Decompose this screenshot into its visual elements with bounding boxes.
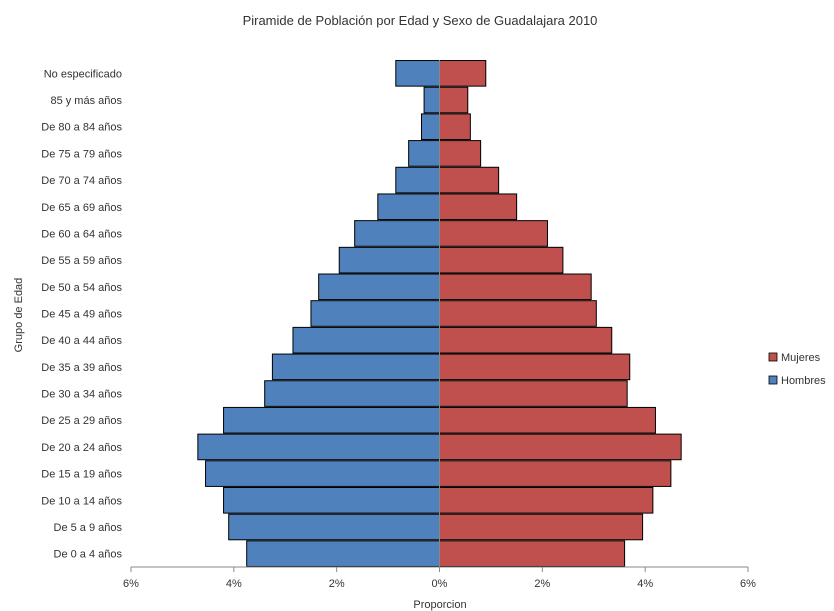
bar-mujeres-18	[439, 60, 487, 87]
category-label: De 60 a 64 años	[41, 228, 122, 240]
bar-mujeres-16	[439, 113, 471, 141]
bar-mujeres-2	[439, 486, 654, 514]
category-label: De 10 a 14 años	[41, 495, 122, 507]
bar-hombres-9	[310, 300, 440, 327]
category-label: De 35 a 39 años	[41, 362, 122, 374]
bar-mujeres-1	[439, 513, 644, 541]
bar-hombres-6	[264, 380, 440, 407]
category-labels-group: De 0 a 4 años De 5 a 9 años De 10 a 14 año…	[41, 68, 122, 560]
y-axis-label: Grupo de Edad	[13, 278, 25, 353]
bar-hombres-17	[423, 86, 440, 114]
bar-mujeres-11	[439, 246, 564, 274]
bar-mujeres-5	[439, 406, 656, 434]
legend: Mujeres Hombres	[768, 352, 826, 387]
bar-mujeres-17	[439, 86, 469, 114]
bar-hombres-13	[377, 193, 440, 221]
bar-mujeres-6	[439, 380, 628, 407]
x-tick-label: 4%	[637, 578, 653, 590]
bar-mujeres-3	[439, 460, 672, 487]
bar-mujeres-15	[439, 140, 482, 167]
category-label: De 30 a 34 años	[41, 389, 122, 401]
category-label: De 80 a 84 años	[41, 122, 122, 134]
category-label: De 45 a 49 años	[41, 309, 122, 321]
category-label: De 25 a 29 años	[41, 415, 122, 427]
bar-hombres-18	[395, 60, 440, 87]
category-label: De 15 a 19 años	[41, 469, 122, 481]
chart-title: Piramide de Población por Edad y Sexo de…	[243, 13, 598, 28]
bar-hombres-5	[223, 406, 440, 434]
bar-hombres-15	[408, 140, 440, 167]
category-label: No especificado	[44, 68, 122, 80]
legend-label-mujeres: Mujeres	[781, 352, 821, 364]
bar-mujeres-13	[439, 193, 518, 221]
bar-hombres-0	[246, 540, 440, 567]
x-tick-label: 6%	[740, 578, 756, 590]
bar-hombres-16	[421, 113, 440, 141]
x-tick-label: 2%	[534, 578, 550, 590]
bar-mujeres-10	[439, 273, 592, 301]
category-label: De 65 a 69 años	[41, 202, 122, 214]
bar-hombres-2	[223, 486, 440, 514]
bar-mujeres-8	[439, 326, 613, 354]
category-label: De 70 a 74 años	[41, 175, 122, 187]
x-tick-label: 0%	[432, 578, 448, 590]
bar-mujeres-12	[439, 220, 548, 247]
category-label: De 55 a 59 años	[41, 255, 122, 267]
bar-hombres-1	[228, 513, 440, 541]
category-label: De 20 a 24 años	[41, 442, 122, 454]
category-label: De 0 a 4 años	[54, 549, 123, 561]
bar-hombres-8	[292, 326, 440, 354]
bar-mujeres-14	[439, 166, 500, 194]
category-label: De 5 a 9 años	[54, 522, 123, 534]
category-label: 85 y más años	[50, 95, 122, 107]
bar-hombres-11	[338, 246, 440, 274]
bar-hombres-14	[395, 166, 440, 194]
x-axis-label: Proporcion	[413, 599, 466, 611]
x-tick-label: 2%	[329, 578, 345, 590]
bar-mujeres-0	[439, 540, 626, 567]
bar-hombres-4	[197, 433, 440, 461]
legend-swatch-mujeres	[768, 352, 778, 362]
category-label: De 75 a 79 años	[41, 148, 122, 160]
bar-hombres-12	[354, 220, 440, 247]
x-tick-label: 4%	[226, 578, 242, 590]
category-label: De 50 a 54 años	[41, 282, 122, 294]
legend-label-hombres: Hombres	[781, 375, 826, 387]
bar-hombres-7	[271, 353, 440, 381]
bar-mujeres-9	[439, 300, 597, 327]
x-axis: 6% 4% 2% 0% 2% 4% 6%	[123, 60, 756, 590]
bar-mujeres-7	[439, 353, 631, 381]
bar-mujeres-4	[439, 433, 682, 461]
bar-hombres-10	[318, 273, 441, 301]
x-tick-label: 6%	[123, 578, 139, 590]
category-label: De 40 a 44 años	[41, 335, 122, 347]
bar-hombres-3	[205, 460, 440, 487]
legend-swatch-hombres	[768, 375, 778, 385]
